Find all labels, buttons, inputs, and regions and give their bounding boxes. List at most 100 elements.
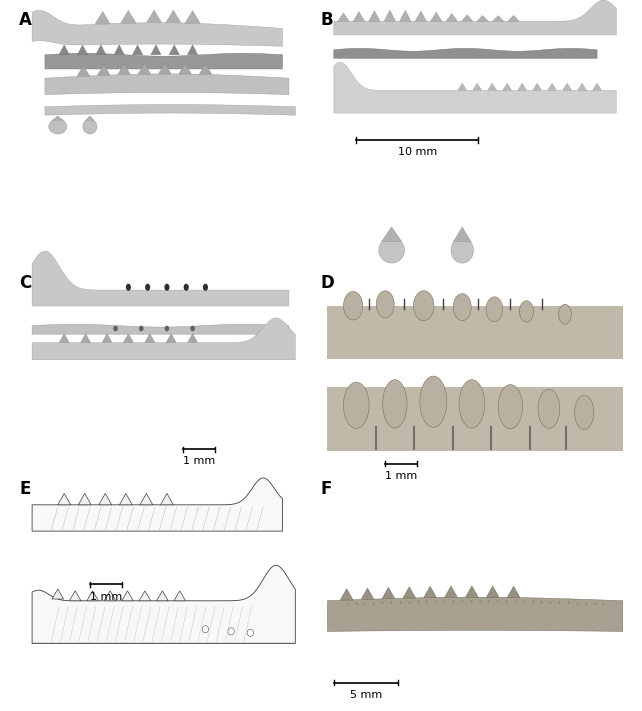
Text: B: B xyxy=(321,11,334,28)
Ellipse shape xyxy=(559,304,571,324)
Polygon shape xyxy=(403,587,416,598)
Polygon shape xyxy=(139,591,151,601)
Ellipse shape xyxy=(451,237,474,263)
Polygon shape xyxy=(327,597,623,631)
Ellipse shape xyxy=(453,294,471,321)
Polygon shape xyxy=(32,565,295,643)
Text: 5 mm: 5 mm xyxy=(350,690,382,700)
Polygon shape xyxy=(462,15,473,21)
Polygon shape xyxy=(338,13,349,21)
Polygon shape xyxy=(157,591,168,601)
Polygon shape xyxy=(384,10,395,21)
Polygon shape xyxy=(361,588,374,599)
Polygon shape xyxy=(104,591,116,601)
Ellipse shape xyxy=(164,326,169,331)
Ellipse shape xyxy=(49,119,67,134)
Polygon shape xyxy=(334,0,616,35)
Polygon shape xyxy=(446,14,458,21)
Polygon shape xyxy=(80,333,91,343)
Polygon shape xyxy=(32,251,289,306)
Polygon shape xyxy=(138,63,151,74)
Ellipse shape xyxy=(376,291,394,318)
Ellipse shape xyxy=(126,284,131,291)
Polygon shape xyxy=(95,11,110,24)
Ellipse shape xyxy=(420,376,447,427)
Text: D: D xyxy=(321,274,334,292)
Polygon shape xyxy=(503,83,512,90)
Polygon shape xyxy=(424,587,437,598)
Ellipse shape xyxy=(413,291,434,321)
Polygon shape xyxy=(185,11,200,23)
Polygon shape xyxy=(199,64,212,75)
Polygon shape xyxy=(53,116,63,120)
Polygon shape xyxy=(488,83,497,90)
Polygon shape xyxy=(132,45,143,55)
Polygon shape xyxy=(477,16,489,21)
Polygon shape xyxy=(334,62,616,113)
Polygon shape xyxy=(517,83,526,90)
Ellipse shape xyxy=(383,380,407,428)
Polygon shape xyxy=(123,333,134,343)
Ellipse shape xyxy=(379,237,404,263)
Polygon shape xyxy=(160,493,173,505)
Polygon shape xyxy=(45,53,282,69)
Text: F: F xyxy=(321,480,333,498)
Polygon shape xyxy=(174,591,186,601)
Polygon shape xyxy=(146,10,162,23)
Polygon shape xyxy=(45,105,295,115)
Polygon shape xyxy=(465,586,478,597)
Polygon shape xyxy=(458,83,467,90)
Polygon shape xyxy=(58,493,71,505)
Polygon shape xyxy=(45,74,289,95)
Ellipse shape xyxy=(459,380,485,428)
Polygon shape xyxy=(85,116,94,120)
Polygon shape xyxy=(487,586,499,597)
Polygon shape xyxy=(32,318,295,360)
Polygon shape xyxy=(32,10,282,46)
Polygon shape xyxy=(140,493,153,505)
Polygon shape xyxy=(507,586,520,597)
Polygon shape xyxy=(178,63,191,74)
Polygon shape xyxy=(166,10,181,23)
Polygon shape xyxy=(144,333,155,343)
Text: A: A xyxy=(19,11,32,28)
Polygon shape xyxy=(102,333,112,343)
Text: 1 mm: 1 mm xyxy=(90,592,122,602)
Polygon shape xyxy=(98,65,110,75)
Polygon shape xyxy=(369,11,380,21)
Polygon shape xyxy=(473,83,482,90)
Text: 1 mm: 1 mm xyxy=(183,456,215,466)
Polygon shape xyxy=(562,83,571,90)
Polygon shape xyxy=(32,478,282,531)
Polygon shape xyxy=(122,591,134,601)
Polygon shape xyxy=(59,45,69,55)
Ellipse shape xyxy=(145,284,150,291)
Polygon shape xyxy=(593,83,602,90)
Polygon shape xyxy=(87,591,98,601)
Ellipse shape xyxy=(184,284,189,291)
Polygon shape xyxy=(444,586,457,597)
Ellipse shape xyxy=(113,326,118,331)
Ellipse shape xyxy=(343,382,369,428)
Polygon shape xyxy=(578,83,587,90)
Polygon shape xyxy=(69,591,81,601)
Ellipse shape xyxy=(164,284,169,291)
Text: E: E xyxy=(19,480,31,498)
Polygon shape xyxy=(52,589,64,599)
Polygon shape xyxy=(399,10,411,21)
Ellipse shape xyxy=(498,385,523,429)
Polygon shape xyxy=(99,493,112,505)
Polygon shape xyxy=(77,65,90,76)
Polygon shape xyxy=(187,333,198,343)
Polygon shape xyxy=(121,11,136,23)
Polygon shape xyxy=(533,83,542,90)
Polygon shape xyxy=(415,11,426,21)
Ellipse shape xyxy=(139,326,144,331)
Polygon shape xyxy=(453,227,471,242)
Ellipse shape xyxy=(203,284,208,291)
Polygon shape xyxy=(187,45,198,55)
Ellipse shape xyxy=(228,628,234,635)
Polygon shape xyxy=(548,83,557,90)
Ellipse shape xyxy=(247,629,254,636)
Polygon shape xyxy=(78,493,91,505)
